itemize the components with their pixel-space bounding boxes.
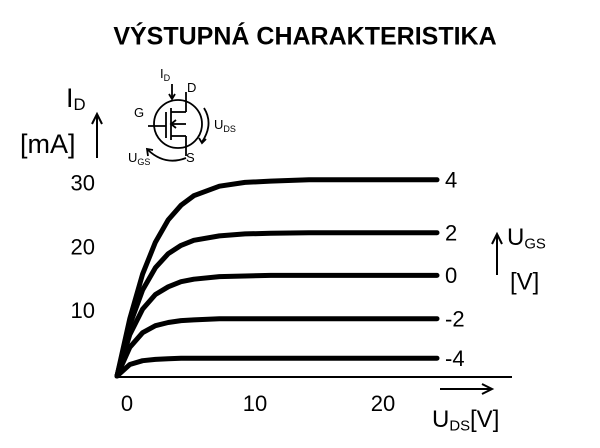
x-axis-label-unit: [V] [470,406,499,433]
series-label: 0 [445,263,457,288]
legend-title: UGS [507,224,546,252]
inset-label-subscript: D [164,73,171,83]
series-label: 4 [445,168,457,193]
y-tick-label: 30 [71,171,95,196]
inset-label: S [186,150,195,165]
legend-title-symbol: U [507,224,524,251]
inset-label-subscript: GS [137,157,150,167]
x-tick-label: 20 [371,391,395,416]
series-label: -2 [445,306,465,331]
legend-title-subscript: GS [524,236,546,252]
inset-label-symbol: D [187,80,196,95]
x-axis-label: UDS[V] [432,406,499,434]
x-axis-label-symbol: U [432,406,449,433]
series-line [114,177,440,379]
y-axis-label: ID [66,83,86,114]
series-line [114,272,440,379]
y-axis-label-symbol: I [66,83,74,113]
arrows [91,111,503,395]
inset-label: UGS [128,150,150,167]
inset-label-symbol: U [214,117,223,132]
inset-label-subscript: DS [223,124,236,134]
inset-label: D [187,80,196,95]
chart-title: VÝSTUPNÁ CHARAKTERISTIKA [113,21,496,51]
inset-label-symbol: S [186,150,195,165]
y-axis-label-subscript: D [74,95,86,114]
series-line [114,230,440,379]
y-axis-label-unit: [mA] [20,129,76,159]
x-tick-label: 10 [243,391,267,416]
series-label: -4 [445,346,465,371]
x-axis-label-subscript: DS [449,418,470,434]
inset-label-symbol: G [134,105,144,120]
x-tick-label: 0 [121,391,133,416]
inset-label: G [134,105,144,120]
inset-label-symbol: I [160,66,164,81]
series-line [114,355,440,379]
series-label: 2 [445,220,457,245]
y-tick-label: 10 [71,298,95,323]
mosfet-symbol [145,84,210,162]
y-tick-label: 20 [71,234,95,259]
series-line [114,316,440,379]
inset-label: ID [160,66,171,83]
inset-label: UDS [214,117,236,134]
legend-title-unit: [V] [510,268,539,295]
inset-label-symbol: U [128,150,137,165]
